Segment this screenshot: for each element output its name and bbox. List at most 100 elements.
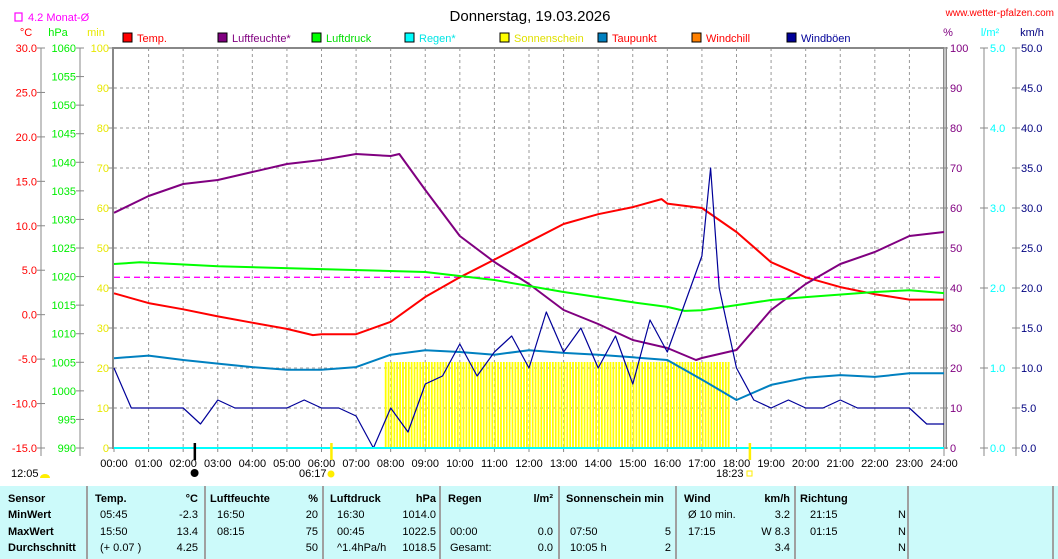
weather-chart: Donnerstag, 19.03.2026 www.wetter-pfalze…: [11, 8, 1054, 480]
sunshine-bar: [719, 362, 721, 448]
sunset-marker: [748, 443, 752, 460]
axis-tick-label: 995: [58, 414, 76, 426]
sunshine-bar: [612, 362, 615, 448]
cell-press-t: 00:45: [337, 525, 365, 538]
sunshine-bar: [508, 362, 511, 448]
cell-dir-t: 21:15: [810, 509, 838, 521]
cell-label: Durchschnitt: [8, 542, 76, 554]
axis-tick-label: 0.0: [1021, 443, 1036, 455]
sunshine-bar: [603, 362, 606, 448]
series-line-luftfeuchte: [113, 153, 945, 361]
header-rain: Regen: [448, 493, 482, 505]
legend-swatch: [786, 32, 797, 43]
legend-label: Windböen: [801, 33, 851, 45]
axis-tick-label: 1030: [52, 214, 76, 226]
cell-dir-v: N: [898, 542, 906, 554]
sunshine-bar: [583, 362, 586, 448]
sunshine-bar: [425, 362, 427, 448]
x-tick-label: 23:00: [896, 458, 924, 470]
sunshine-bar: [482, 362, 485, 448]
legend-swatch: [691, 32, 702, 43]
sunshine-bar: [436, 362, 439, 448]
sunshine-bar: [592, 362, 595, 448]
cell-sun-v: 2: [664, 542, 671, 554]
axis-tick-label: 45.0: [1021, 83, 1042, 95]
axis-tick-label: 50: [97, 243, 109, 255]
x-tick-label: 14:00: [584, 458, 612, 470]
sunshine-bar: [491, 362, 494, 448]
sunshine-bar: [701, 362, 704, 448]
sunshine-bar: [546, 362, 548, 448]
sunshine-bar: [413, 362, 416, 448]
cell-wind-t: 17:15: [688, 525, 716, 538]
axis-tick-label: 0: [950, 443, 956, 455]
axis-tick-label: 80: [950, 123, 962, 135]
cell-wind-t: Ø 10 min.: [688, 509, 736, 521]
sunshine-bar: [451, 362, 453, 448]
axis-tick-label: -5.0: [18, 354, 37, 366]
sunshine-bar: [419, 362, 422, 448]
cell-press-v: 1018.5: [402, 542, 436, 554]
plot-top-border: [114, 47, 944, 49]
sunshine-bar: [577, 362, 580, 448]
x-tick-label: 00:00: [100, 458, 128, 470]
sunshine-bar: [393, 362, 396, 448]
sunshine-bar: [574, 362, 577, 448]
sunshine-bar: [410, 362, 413, 448]
x-tick-label: 13:00: [550, 458, 578, 470]
x-tick-label: 20:00: [792, 458, 820, 470]
sunshine-bar: [531, 362, 534, 448]
axis-tick-label: 40: [97, 283, 109, 295]
sunshine-bar: [595, 362, 597, 448]
x-tick-label: 24:00: [930, 458, 958, 470]
month-avg-label: 4.2 Monat-Ø: [28, 12, 90, 24]
cell-dir-v: N: [898, 525, 906, 538]
axis-tick-label: -15.0: [12, 443, 37, 455]
sunshine-bar: [696, 362, 698, 448]
sunshine-bar: [724, 362, 727, 448]
sunshine-bar: [439, 362, 442, 448]
axis-tick-label: 80: [97, 123, 109, 135]
sunshine-bar: [465, 362, 468, 448]
sunshine-bar: [543, 362, 546, 448]
axis-tick-label: 1010: [52, 329, 76, 341]
sunshine-bar: [698, 362, 701, 448]
cell-hum-t: 08:15: [217, 525, 245, 538]
sunshine-bar: [566, 362, 569, 448]
sunshine-bar: [707, 362, 710, 448]
axis-tick-label: 20: [97, 363, 109, 375]
moon-marker: [193, 443, 197, 460]
legend-swatch: [404, 32, 415, 43]
axis-tick-label: 15.0: [16, 176, 37, 188]
sunshine-bar: [623, 362, 626, 448]
cell-dir-v: N: [898, 509, 906, 521]
axis-tick-label: 35.0: [1021, 163, 1042, 175]
axis-tick-label: 25.0: [1021, 243, 1042, 255]
sunshine-bar: [404, 362, 407, 448]
sunshine-bar: [560, 362, 563, 448]
header-temp-unit: °C: [185, 493, 198, 505]
x-tick-label: 19:00: [757, 458, 785, 470]
sunshine-bar: [459, 362, 462, 448]
x-tick-label: 05:00: [273, 458, 301, 470]
x-tick-label: 16:00: [654, 458, 682, 470]
axis-tick-label: 1015: [52, 300, 76, 312]
sunshine-bar: [710, 362, 713, 448]
axis-tick-label: 100: [950, 43, 968, 55]
header-temp: Temp.: [95, 493, 127, 505]
cell-temp-v: 13.4: [176, 525, 198, 538]
x-tick-label: 01:00: [135, 458, 163, 470]
axis-tick-label: 20: [950, 363, 962, 375]
sunshine-bar: [586, 362, 589, 448]
cell-hum-v: 50: [305, 542, 318, 554]
axis-tick-label: 30: [97, 323, 109, 335]
axis-tick-label: 1050: [52, 100, 76, 112]
header-humidity-unit: %: [308, 493, 318, 505]
axis-tick-label: 4.0: [990, 123, 1005, 135]
axis-tick-label: 25.0: [16, 87, 37, 99]
cell-wind-v: W 8.3: [761, 525, 790, 538]
x-tick-label: 06:00: [308, 458, 336, 470]
cell-sun-v: 5: [664, 525, 671, 538]
axis-tick-label: 1025: [52, 243, 76, 255]
